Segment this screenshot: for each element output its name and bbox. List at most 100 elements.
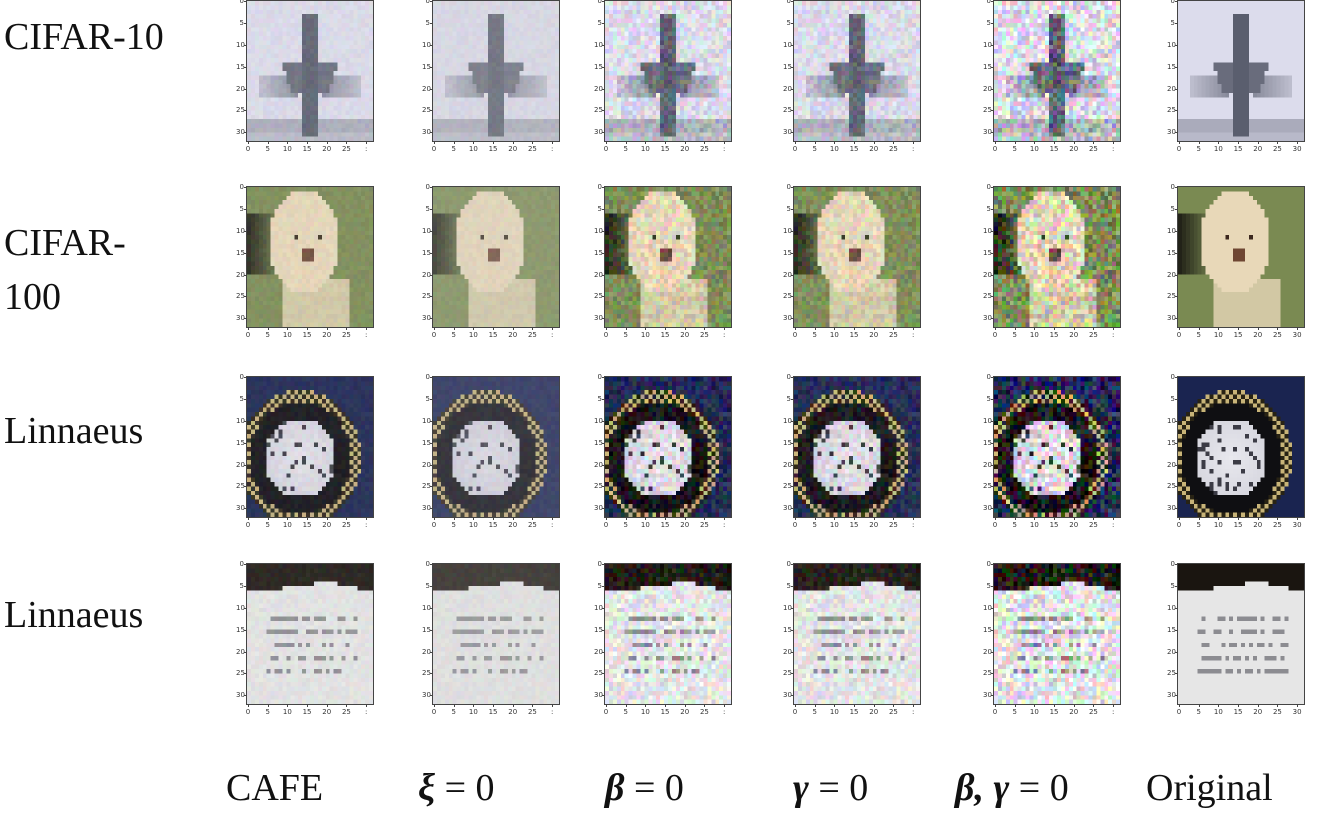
y-tick-mark [430, 377, 432, 378]
y-tick-mark [430, 629, 432, 631]
image-plot-area [604, 563, 732, 705]
x-tick-label: 5 [812, 521, 816, 529]
y-tick-label: 25 [236, 292, 245, 300]
x-tick-label: 5 [265, 708, 269, 716]
x-tick-mark [1034, 705, 1036, 707]
x-tick-mark [893, 142, 895, 144]
y-tick-label: 15 [1167, 249, 1176, 257]
y-tick-label: 25 [422, 292, 431, 300]
x-tick-label: 30 [1293, 521, 1302, 529]
x-tick-label: 20 [1069, 708, 1078, 716]
x-tick-label: 0 [1177, 331, 1181, 339]
y-tick-label: 30 [783, 691, 792, 699]
x-tick-mark [1113, 705, 1115, 707]
x-tick-mark [326, 705, 328, 707]
x-tick-label: 10 [283, 145, 292, 153]
x-tick-mark [307, 142, 309, 144]
x-tick-mark [625, 705, 627, 707]
x-tick-mark [645, 518, 647, 520]
image-panel-watch-4: 0 5 10 15 20 25 30 0 5 10 15 20 25: [983, 373, 1123, 538]
y-tick-mark [791, 585, 793, 587]
y-tick-mark [244, 607, 246, 609]
y-tick-label: 5 [422, 205, 430, 213]
image-panel-dog-4: 0 5 10 15 20 25 30 0 5 10 15 20 25: [983, 183, 1123, 348]
y-tick-mark [244, 398, 246, 400]
x-tick-label: 0 [1177, 521, 1181, 529]
x-tick-label: 25 [342, 521, 351, 529]
y-tick-label: 15 [1167, 626, 1176, 634]
y-tick-label: 5 [236, 19, 244, 27]
y-tick-mark [244, 673, 246, 675]
y-tick-label: 0 [422, 183, 430, 191]
x-tick-label: : [723, 331, 725, 339]
y-tick-label: 25 [1167, 106, 1176, 114]
x-tick-label: 20 [322, 521, 331, 529]
x-tick-mark [645, 142, 647, 144]
y-tick-label: 20 [783, 648, 792, 656]
x-tick-mark [1179, 328, 1180, 330]
x-tick-mark [1073, 705, 1075, 707]
y-tick-label: 20 [594, 648, 603, 656]
y-tick-mark [791, 673, 793, 675]
x-tick-mark [1014, 705, 1016, 707]
image-plot-area [793, 376, 921, 518]
y-tick-mark [244, 296, 246, 298]
x-tick-label: 15 [303, 521, 312, 529]
x-tick-mark [1034, 518, 1036, 520]
y-tick-mark [1175, 252, 1177, 254]
x-tick-mark [1277, 328, 1279, 330]
column-label-suffix: = 0 [624, 767, 684, 809]
y-tick-label: 10 [594, 604, 603, 612]
x-tick-mark [453, 518, 455, 520]
y-tick-label: 30 [422, 691, 431, 699]
x-tick-label: 5 [451, 331, 455, 339]
pixel-image [994, 377, 1120, 517]
x-tick-mark [995, 705, 996, 707]
y-tick-label: 15 [236, 626, 245, 634]
x-tick-mark [854, 518, 856, 520]
y-tick-label: 0 [983, 560, 991, 568]
y-tick-label: 15 [1167, 439, 1176, 447]
image-plot-area [993, 563, 1121, 705]
x-tick-mark [346, 142, 348, 144]
x-tick-label: 0 [246, 145, 250, 153]
y-tick-mark [244, 629, 246, 631]
image-panel-airplane-0: 0 5 10 15 20 25 30 0 5 10 15 20 25: [236, 0, 376, 162]
y-tick-label: 5 [236, 395, 244, 403]
x-tick-label: 5 [451, 708, 455, 716]
y-tick-mark [1175, 508, 1177, 510]
y-tick-mark [991, 442, 993, 444]
y-tick-mark [791, 44, 793, 46]
image-panel-airplane-4: 0 5 10 15 20 25 30 0 5 10 15 20 25: [983, 0, 1123, 162]
y-tick-mark [602, 585, 604, 587]
x-tick-label: 25 [342, 145, 351, 153]
image-panel-airplane-2: 0 5 10 15 20 25 30 0 5 10 15 20 25: [594, 0, 734, 162]
y-tick-label: 10 [1167, 604, 1176, 612]
y-tick-mark [602, 607, 604, 609]
y-tick-label: 0 [983, 0, 991, 5]
x-tick-mark [552, 705, 554, 707]
x-tick-mark [795, 328, 796, 330]
y-tick-label: 20 [236, 461, 245, 469]
y-tick-mark [991, 464, 993, 466]
y-tick-label: 25 [236, 106, 245, 114]
x-tick-label: 20 [1069, 521, 1078, 529]
x-tick-mark [1014, 518, 1016, 520]
y-tick-label: 20 [983, 461, 992, 469]
x-tick-label: 15 [489, 521, 498, 529]
x-tick-label: 25 [528, 708, 537, 716]
x-tick-mark [1257, 328, 1259, 330]
x-tick-label: 5 [812, 331, 816, 339]
x-tick-mark [684, 328, 686, 330]
image-plot-area [246, 0, 374, 142]
y-tick-mark [991, 695, 993, 697]
y-tick-label: 15 [983, 249, 992, 257]
x-tick-mark [913, 518, 915, 520]
x-tick-label: 25 [528, 145, 537, 153]
x-tick-mark [1257, 142, 1259, 144]
y-tick-mark [244, 585, 246, 587]
pixel-image [247, 1, 373, 141]
y-tick-label: 10 [783, 227, 792, 235]
y-tick-mark [244, 252, 246, 254]
column-label-1: ξ = 0 [418, 763, 495, 813]
